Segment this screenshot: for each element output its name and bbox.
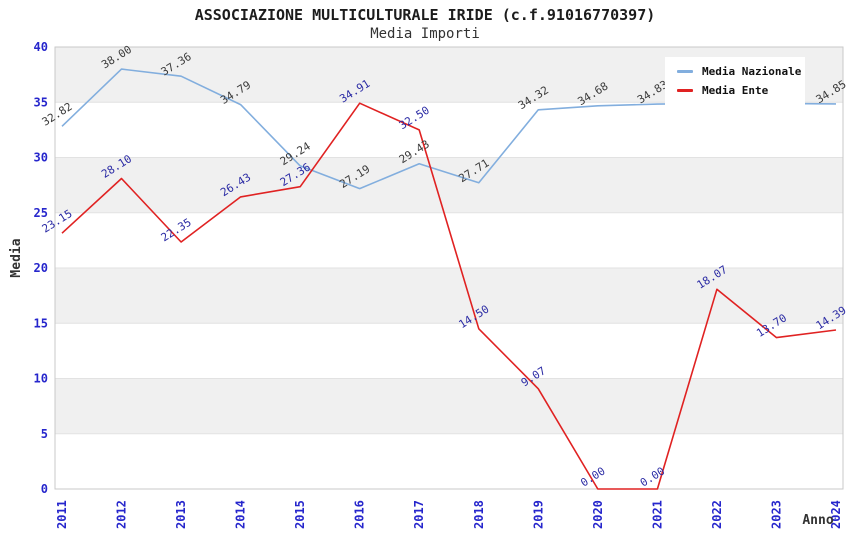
x-tick-label: 2023	[770, 500, 784, 529]
x-tick-label: 2013	[174, 500, 188, 529]
y-tick-label: 15	[34, 316, 48, 330]
x-tick-label: 2018	[472, 500, 486, 529]
x-tick-label: 2020	[591, 500, 605, 529]
x-tick-label: 2014	[234, 500, 248, 529]
y-axis-title: Media	[9, 238, 24, 277]
x-axis-title: Anno	[802, 513, 833, 528]
x-tick-label: 2017	[412, 500, 426, 529]
band	[55, 268, 843, 324]
x-tick-label: 2022	[710, 500, 724, 529]
y-tick-label: 0	[41, 482, 48, 496]
legend-item-media-nazionale: Media Nazionale	[677, 62, 805, 81]
x-tick-label: 2016	[353, 500, 367, 529]
x-tick-label: 2019	[531, 500, 545, 529]
y-tick-label: 35	[34, 95, 48, 109]
plot-border	[54, 46, 844, 490]
x-tick-label: 2024	[829, 500, 843, 529]
x-tick-label: 2015	[293, 500, 307, 529]
legend: Media Nazionale Media Ente	[665, 57, 805, 105]
x-tick-label: 2021	[650, 500, 664, 529]
line-media-ente	[61, 102, 837, 490]
y-tick-label: 40	[34, 40, 48, 54]
data-label: 22.35	[159, 216, 194, 245]
data-label: 0.00	[578, 464, 607, 489]
y-axis-tick-labels: 0 5 10 15 20 25 30 35 40	[34, 40, 48, 496]
y-tick-label: 30	[34, 151, 48, 165]
legend-label: Media Ente	[702, 84, 769, 97]
y-tick-label: 10	[34, 372, 48, 386]
chart-title: ASSOCIAZIONE MULTICULTURALE IRIDE (c.f.9…	[194, 6, 656, 24]
band	[55, 378, 843, 434]
chart-subtitle: Media Importi	[370, 26, 480, 42]
plot-border-rect	[54, 46, 844, 490]
y-tick-label: 25	[34, 206, 48, 220]
legend-item-media-ente: Media Ente	[677, 81, 805, 100]
x-tick-label: 2011	[55, 500, 69, 529]
legend-line-swatch-red	[677, 89, 693, 92]
y-tick-label: 5	[41, 427, 48, 441]
x-tick-label: 2012	[115, 500, 129, 529]
band	[55, 157, 843, 213]
y-tick-label: 20	[34, 261, 48, 275]
x-axis-tick-labels: 2011 2012 2013 2014 2015 2016 2017 2018 2019 2020…	[55, 500, 843, 529]
plot-background-bands	[55, 47, 843, 434]
legend-label: Media Nazionale	[702, 65, 802, 78]
axis-titles: Media Anno	[9, 238, 834, 528]
gridlines	[55, 101, 843, 435]
legend-line-swatch-blue	[677, 70, 693, 73]
